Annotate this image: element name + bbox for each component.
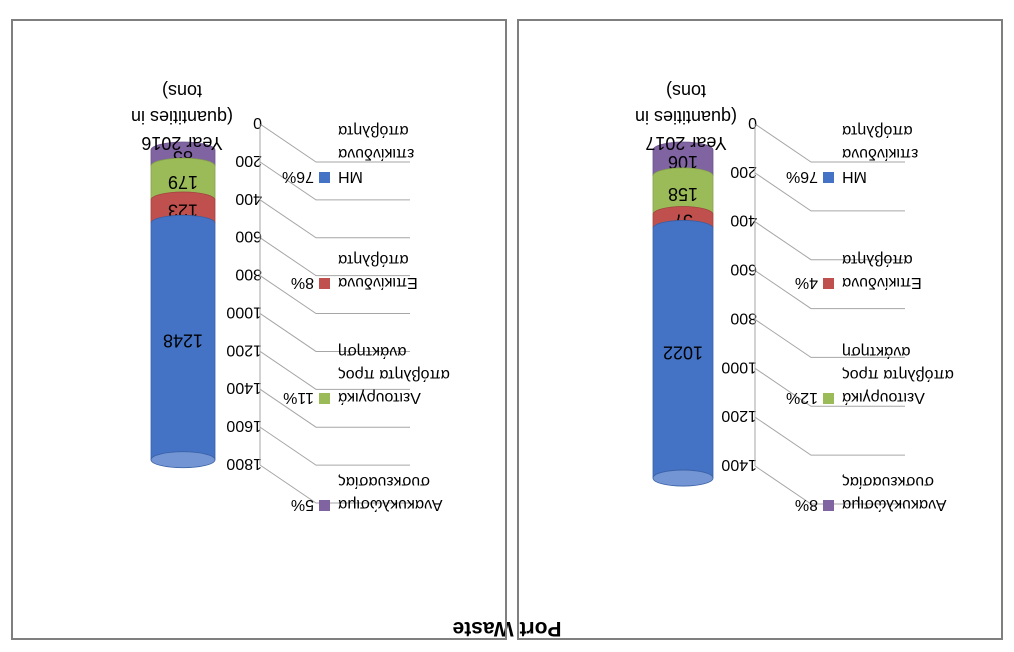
legend-text: Επικίνδυνα <box>338 274 418 291</box>
legend-text: συσκευασίας <box>842 473 934 490</box>
gridline <box>754 123 905 163</box>
legend-percent: 12% <box>786 389 818 406</box>
legend-text: επικίνδυνα <box>338 145 414 162</box>
legend-swatch <box>823 393 834 404</box>
data-label: 158 <box>668 184 698 204</box>
chart-title-line: Year 2017 <box>645 133 726 153</box>
legend-swatch <box>319 172 330 183</box>
data-label: 1248 <box>163 331 203 351</box>
y-tick-label: 1200 <box>721 407 757 424</box>
y-tick-label: 200 <box>235 152 262 169</box>
legend-text: απόβλητα <box>842 122 913 139</box>
gridline <box>754 172 905 212</box>
legend-percent: 76% <box>786 168 818 185</box>
legend-swatch <box>823 172 834 183</box>
y-tick-label: 1000 <box>226 303 262 320</box>
data-label: 179 <box>168 172 198 192</box>
chart-frame <box>517 19 1003 640</box>
gridline <box>754 416 905 456</box>
y-tick-label: 600 <box>235 228 262 245</box>
gridline <box>259 464 410 504</box>
data-label: 106 <box>668 152 698 172</box>
legend-text: ανάκτηση <box>842 343 911 360</box>
legend-text: Ανακυκλώσιμα <box>842 496 947 513</box>
legend-percent: 8% <box>291 274 314 291</box>
chart-title-line: (quantities in <box>635 107 737 127</box>
gridline <box>259 350 410 390</box>
y-tick-label: 400 <box>235 190 262 207</box>
chart-2017: 0200400600800100012001400106158571022Yea… <box>517 19 1003 640</box>
y-tick-label: 0 <box>748 114 757 131</box>
chart-title-line: tons) <box>666 81 706 101</box>
y-tick-label: 1400 <box>226 379 262 396</box>
legend-percent: 11% <box>283 389 314 406</box>
legend-swatch <box>823 278 834 289</box>
y-tick-label: 800 <box>730 309 757 326</box>
chart-frame <box>11 19 507 640</box>
legend-text: Λειτουργικά <box>842 389 925 406</box>
gridline <box>259 123 410 163</box>
legend-text: Επικίνδυνα <box>842 274 922 291</box>
gridline <box>754 367 905 407</box>
y-tick-label: 400 <box>730 212 757 229</box>
gridline <box>259 426 410 466</box>
chart-title-line: Year 2016 <box>141 133 222 153</box>
cylinder-top <box>652 469 714 487</box>
y-tick-label: 200 <box>730 163 757 180</box>
chart-2016: 0200400600800100012001400160018008517912… <box>11 19 507 640</box>
gridline <box>754 319 905 358</box>
y-tick-label: 1000 <box>721 358 757 375</box>
legend-text: ανάκτηση <box>338 343 407 360</box>
y-tick-label: 800 <box>235 266 262 283</box>
legend-text: απόβλητα προς <box>338 366 450 383</box>
data-label: 1022 <box>663 342 703 362</box>
legend-text: επικίνδυνα <box>842 145 918 162</box>
gridline <box>259 161 410 201</box>
y-tick-label: 1800 <box>226 455 262 472</box>
legend-percent: 5% <box>291 496 314 513</box>
legend-text: απόβλητα προς <box>842 366 954 383</box>
chart-title-line: (quantities in <box>131 107 233 127</box>
gridline <box>259 237 410 277</box>
gridline <box>259 388 410 428</box>
gridline <box>259 199 410 239</box>
gridline <box>259 313 410 352</box>
legend-text: απόβλητα <box>338 251 409 268</box>
y-tick-label: 1400 <box>721 456 757 473</box>
cylinder-top <box>150 451 216 469</box>
y-tick-label: 0 <box>253 114 262 131</box>
legend-percent: 4% <box>795 274 818 291</box>
legend-swatch <box>319 393 330 404</box>
legend-text: Λειτουργικά <box>338 389 421 406</box>
legend-swatch <box>823 500 834 511</box>
legend-text: απόβλητα <box>338 122 409 139</box>
legend-percent: 8% <box>795 496 818 513</box>
gridline <box>754 221 905 261</box>
legend-text: Ανακυκλώσιμα <box>338 496 443 513</box>
y-tick-label: 1600 <box>226 417 262 434</box>
y-tick-label: 600 <box>730 261 757 278</box>
gridline <box>259 275 410 315</box>
chart-title-line: tons) <box>162 81 202 101</box>
gridline <box>754 270 905 310</box>
legend-text: ΜΗ <box>842 168 867 185</box>
legend-text: ΜΗ <box>338 168 363 185</box>
legend-text: απόβλητα <box>842 251 913 268</box>
legend-swatch <box>319 500 330 511</box>
gridline <box>754 465 905 505</box>
legend-swatch <box>319 278 330 289</box>
legend-text: συσκευασίας <box>338 473 430 490</box>
legend-percent: 76% <box>282 168 314 185</box>
y-tick-label: 1200 <box>226 341 262 358</box>
